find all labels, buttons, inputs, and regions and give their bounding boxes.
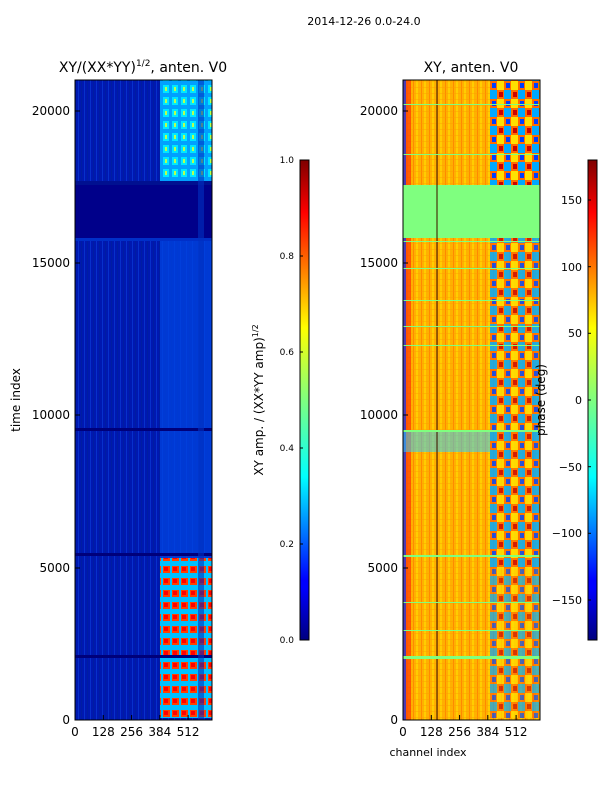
phase-colorbar-tick: −50 <box>559 461 582 474</box>
amplitude-colorbar-tick: 0.6 <box>280 348 295 358</box>
y-tick-label: 10000 <box>32 408 70 422</box>
phase-colorbar-tick: −100 <box>552 527 582 540</box>
x-tick-label: 512 <box>177 725 200 739</box>
amplitude-x-axis: 0 128 256 384 512 <box>71 715 200 739</box>
amplitude-colorbar-label: XY amp. / (XX*YY amp)1/2 <box>251 324 266 475</box>
phase-colorbar-tick: −150 <box>552 594 582 607</box>
x-tick-label: 512 <box>505 725 528 739</box>
phase-panel: XY, anten. V0 <box>360 60 541 759</box>
amplitude-colorbar: 0.0 0.2 0.4 0.6 0.8 1.0 XY amp. / (XX*YY… <box>251 156 310 646</box>
phase-panel-title: XY, anten. V0 <box>424 60 519 76</box>
x-tick-label: 128 <box>92 725 115 739</box>
figure-suptitle: 2014-12-26 0.0-24.0 <box>307 15 420 28</box>
y-tick-label: 20000 <box>360 104 398 118</box>
phase-y-axis: 0 5000 10000 15000 20000 <box>360 104 408 727</box>
amplitude-colorbar-tick: 0.4 <box>280 444 295 454</box>
phase-colorbar-tick: 100 <box>561 261 582 274</box>
y-tick-label: 15000 <box>360 256 398 270</box>
amplitude-panel-title: XY/(XX*YY)1/2, anten. V0 <box>59 59 227 76</box>
phase-x-axis: 0 128 256 384 512 channel index <box>389 715 528 759</box>
x-tick-label: 0 <box>71 725 79 739</box>
amplitude-colorbar-tick: 0.0 <box>280 636 295 646</box>
amplitude-panel: XY/(XX*YY)1/2, anten. V0 0 128 256 384 <box>9 59 227 739</box>
y-tick-label: 15000 <box>32 256 70 270</box>
y-tick-label: 5000 <box>39 561 70 575</box>
amplitude-colorbar-tick: 0.8 <box>280 252 295 262</box>
phase-colorbar-tick: 50 <box>568 327 582 340</box>
x-tick-label: 256 <box>120 725 143 739</box>
phase-colorbar-tick: 0 <box>575 394 582 407</box>
x-tick-label: 0 <box>399 725 407 739</box>
y-tick-label: 0 <box>390 713 398 727</box>
amplitude-y-axis-label: time index <box>9 368 23 432</box>
amplitude-heatmap <box>75 80 212 720</box>
y-tick-label: 5000 <box>367 561 398 575</box>
phase-colorbar: phase (deg) 150 100 50 0 −50 −100 −150 <box>534 159 598 641</box>
phase-colorbar-tick: 150 <box>561 194 582 207</box>
x-tick-label: 256 <box>448 725 471 739</box>
phase-heatmap <box>403 80 540 720</box>
x-tick-label: 128 <box>420 725 443 739</box>
phase-x-axis-label: channel index <box>389 746 467 759</box>
y-tick-label: 0 <box>62 713 70 727</box>
y-tick-label: 10000 <box>360 408 398 422</box>
amplitude-colorbar-tick: 1.0 <box>280 156 295 166</box>
phase-colorbar-label: phase (deg) <box>534 364 548 436</box>
x-tick-label: 384 <box>476 725 499 739</box>
x-tick-label: 384 <box>148 725 171 739</box>
amplitude-colorbar-tick: 0.2 <box>280 540 294 550</box>
y-tick-label: 20000 <box>32 104 70 118</box>
amplitude-y-axis: 0 5000 10000 15000 20000 time index <box>9 104 80 727</box>
